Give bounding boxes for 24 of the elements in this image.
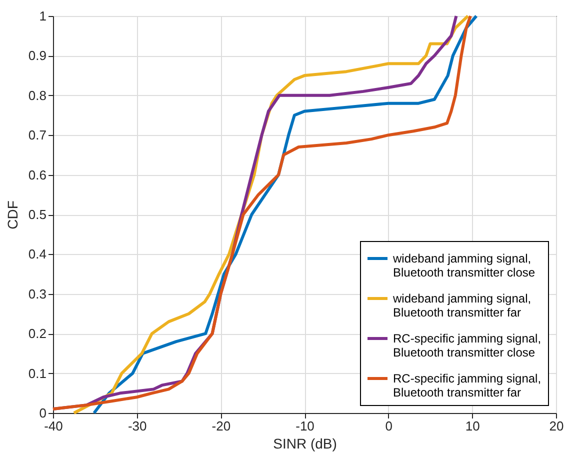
y-axis-title: CDF <box>4 200 20 230</box>
y-tick-label: 0 <box>39 406 46 420</box>
legend-label: wideband jamming signal, Bluetooth transmitter close <box>392 252 536 280</box>
y-tick-label: 0.2 <box>28 326 46 342</box>
x-tick-label: 20 <box>549 418 564 434</box>
y-tick-label: 0.4 <box>28 246 46 262</box>
x-tick-label: -40 <box>44 418 63 434</box>
y-tick-label: 0.3 <box>28 286 46 302</box>
legend-label: wideband jamming signal, Bluetooth transmitter far <box>392 292 532 320</box>
legend-label: RC-specific jamming signal, Bluetooth transmitter far <box>393 372 542 400</box>
x-tick-label: -20 <box>212 418 231 434</box>
x-tick-label: -10 <box>296 418 314 434</box>
x-tick-label: 0 <box>385 418 392 434</box>
legend-label: RC-specific jamming signal, Bluetooth transmitter close <box>393 332 542 360</box>
y-tick-label: 0.6 <box>28 167 46 182</box>
y-tick-label: 0.1 <box>28 366 46 381</box>
y-tick-label: 0.8 <box>28 88 46 103</box>
x-tick-label: -30 <box>128 418 147 434</box>
y-tick-label: 0.5 <box>28 207 46 222</box>
x-tick-label: 10 <box>465 418 480 434</box>
y-tick-label: 0.7 <box>28 128 46 143</box>
x-axis-title: SINR (dB) <box>273 436 337 452</box>
y-tick-label: 1 <box>39 8 46 24</box>
y-tick-label: 0.9 <box>28 48 46 64</box>
